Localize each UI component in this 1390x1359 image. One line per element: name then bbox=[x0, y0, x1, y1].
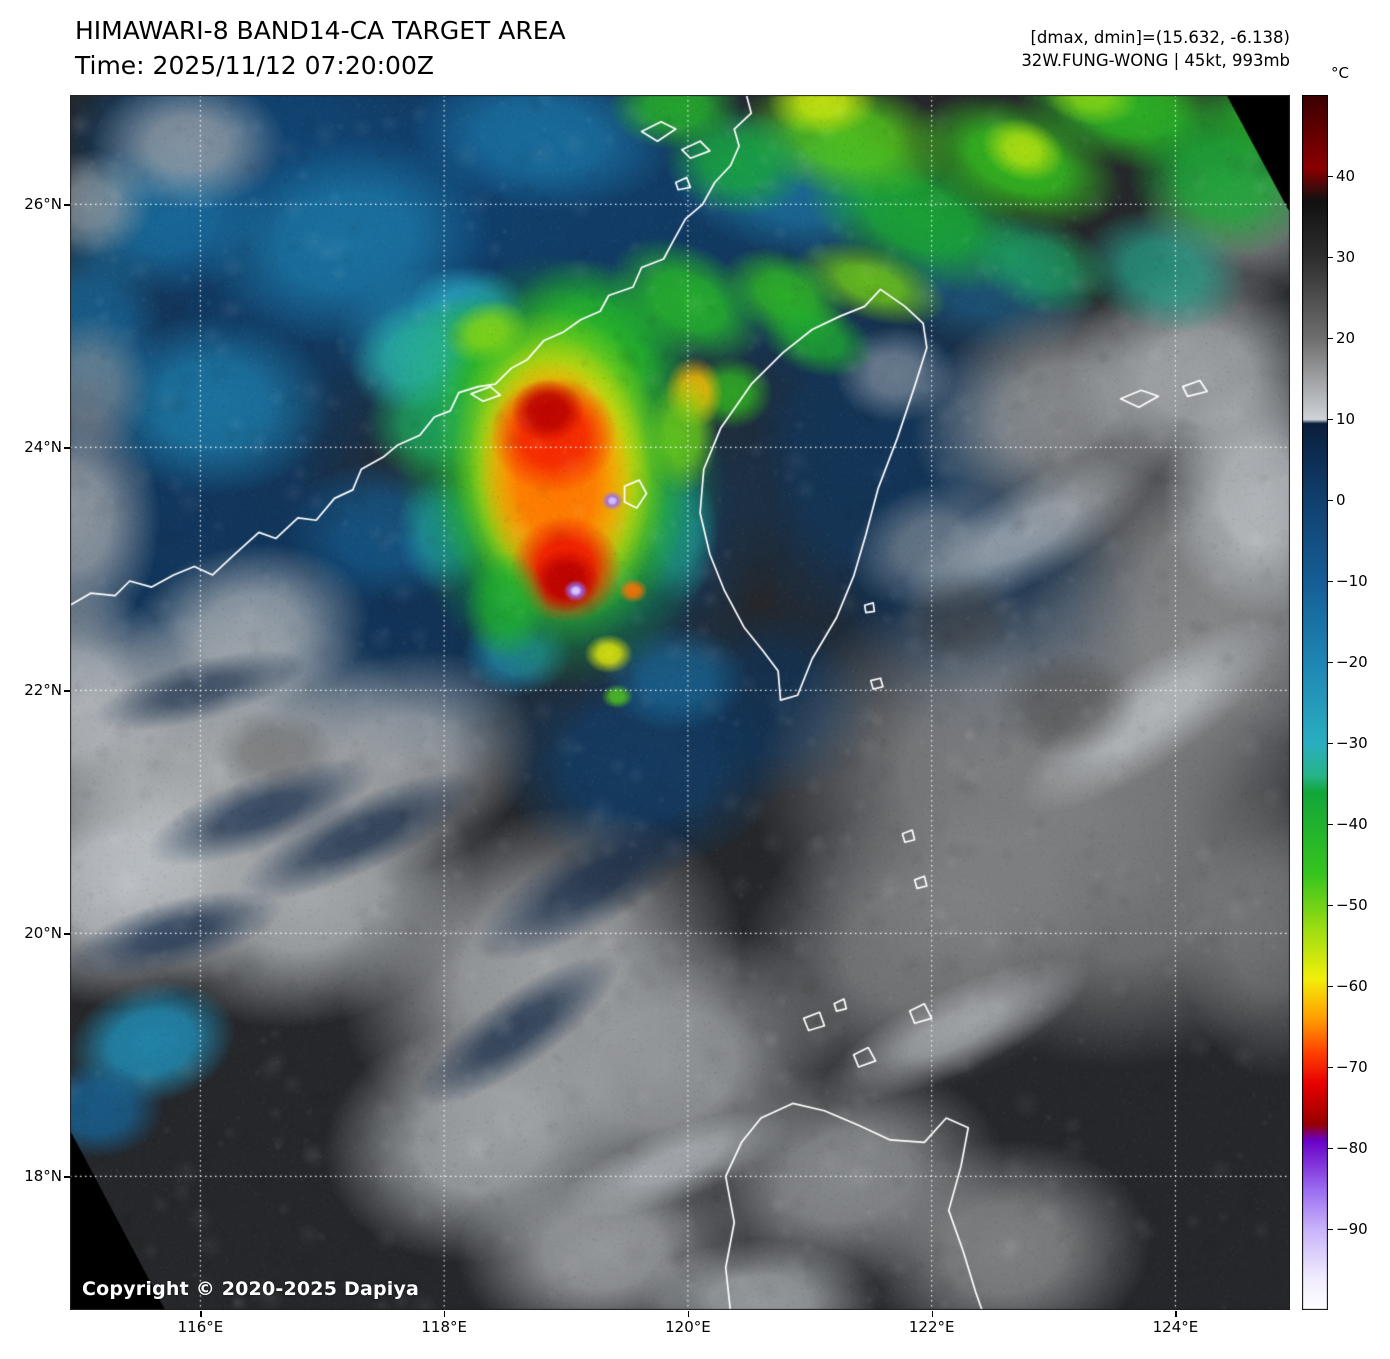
colorbar-tick-label: −80 bbox=[1336, 1139, 1368, 1157]
copyright-watermark: Copyright © 2020-2025 Dapiya bbox=[82, 1278, 420, 1300]
axis-tickmark bbox=[1328, 743, 1333, 745]
colorbar-tick-label: −50 bbox=[1336, 896, 1368, 914]
colorbar-tick-label: −70 bbox=[1336, 1058, 1368, 1076]
axis-tickmark bbox=[1328, 500, 1333, 502]
axis-tickmark bbox=[64, 1176, 70, 1178]
colorbar-tick-label: −60 bbox=[1336, 977, 1368, 995]
dmax-dmin-readout: [dmax, dmin]=(15.632, -6.138) bbox=[1030, 28, 1291, 47]
colorbar-tick-label: −20 bbox=[1336, 653, 1368, 671]
axis-tickmark bbox=[64, 690, 70, 692]
lon-tick-label: 120°E bbox=[665, 1318, 711, 1336]
lat-tick-label: 24°N bbox=[24, 438, 62, 457]
colorbar-tick-label: −10 bbox=[1336, 572, 1368, 590]
colorbar-tick-label: 30 bbox=[1336, 248, 1356, 266]
colorbar-tick-label: −30 bbox=[1336, 734, 1368, 752]
timestamp: Time: 2025/11/12 07:20:00Z bbox=[75, 51, 434, 80]
axis-tickmark bbox=[1328, 662, 1333, 664]
colorbar-tick-label: 40 bbox=[1336, 167, 1356, 185]
axis-tickmark bbox=[64, 204, 70, 206]
colorbar-tick-label: −40 bbox=[1336, 815, 1368, 833]
lon-tick-label: 124°E bbox=[1152, 1318, 1199, 1336]
axis-tickmark bbox=[1328, 581, 1333, 583]
satellite-map: Copyright © 2020-2025 Dapiya bbox=[70, 95, 1290, 1310]
satellite-image-canvas bbox=[70, 95, 1290, 1310]
page-title: HIMAWARI-8 BAND14-CA TARGET AREA bbox=[75, 16, 566, 45]
storm-info: 32W.FUNG-WONG | 45kt, 993mb bbox=[1021, 51, 1290, 70]
colorbar-unit-label: °C bbox=[1331, 64, 1349, 82]
axis-tickmark bbox=[1328, 338, 1333, 340]
axis-tickmark bbox=[1328, 824, 1333, 826]
axis-tickmark bbox=[931, 1311, 933, 1317]
colorbar bbox=[1302, 95, 1328, 1310]
axis-tickmark bbox=[1328, 986, 1333, 988]
axis-tickmark bbox=[687, 1311, 690, 1317]
axis-tickmark bbox=[1328, 905, 1333, 907]
lat-tick-label: 20°N bbox=[24, 924, 62, 943]
axis-tickmark bbox=[1328, 257, 1333, 259]
lon-tick-label: 118°E bbox=[421, 1318, 467, 1336]
axis-tickmark bbox=[1175, 1311, 1177, 1317]
axis-tickmark bbox=[64, 933, 70, 935]
axis-tickmark bbox=[1328, 1067, 1333, 1069]
axis-tickmark bbox=[1328, 1229, 1333, 1231]
axis-tickmark bbox=[1328, 419, 1333, 421]
axis-tickmark bbox=[1328, 176, 1333, 178]
colorbar-tick-label: 20 bbox=[1336, 329, 1356, 347]
colorbar-tick-label: −90 bbox=[1336, 1220, 1368, 1238]
lat-tick-label: 22°N bbox=[24, 681, 62, 700]
colorbar-tick-label: 0 bbox=[1336, 491, 1346, 509]
axis-tickmark bbox=[200, 1311, 202, 1317]
lat-tick-label: 26°N bbox=[24, 195, 62, 214]
lon-tick-label: 116°E bbox=[177, 1318, 224, 1336]
lon-tick-label: 122°E bbox=[908, 1318, 955, 1336]
axis-tickmark bbox=[444, 1311, 446, 1317]
lat-tick-label: 18°N bbox=[24, 1167, 62, 1186]
axis-tickmark bbox=[64, 447, 70, 449]
colorbar-tick-label: 10 bbox=[1336, 410, 1356, 428]
axis-tickmark bbox=[1328, 1148, 1333, 1150]
